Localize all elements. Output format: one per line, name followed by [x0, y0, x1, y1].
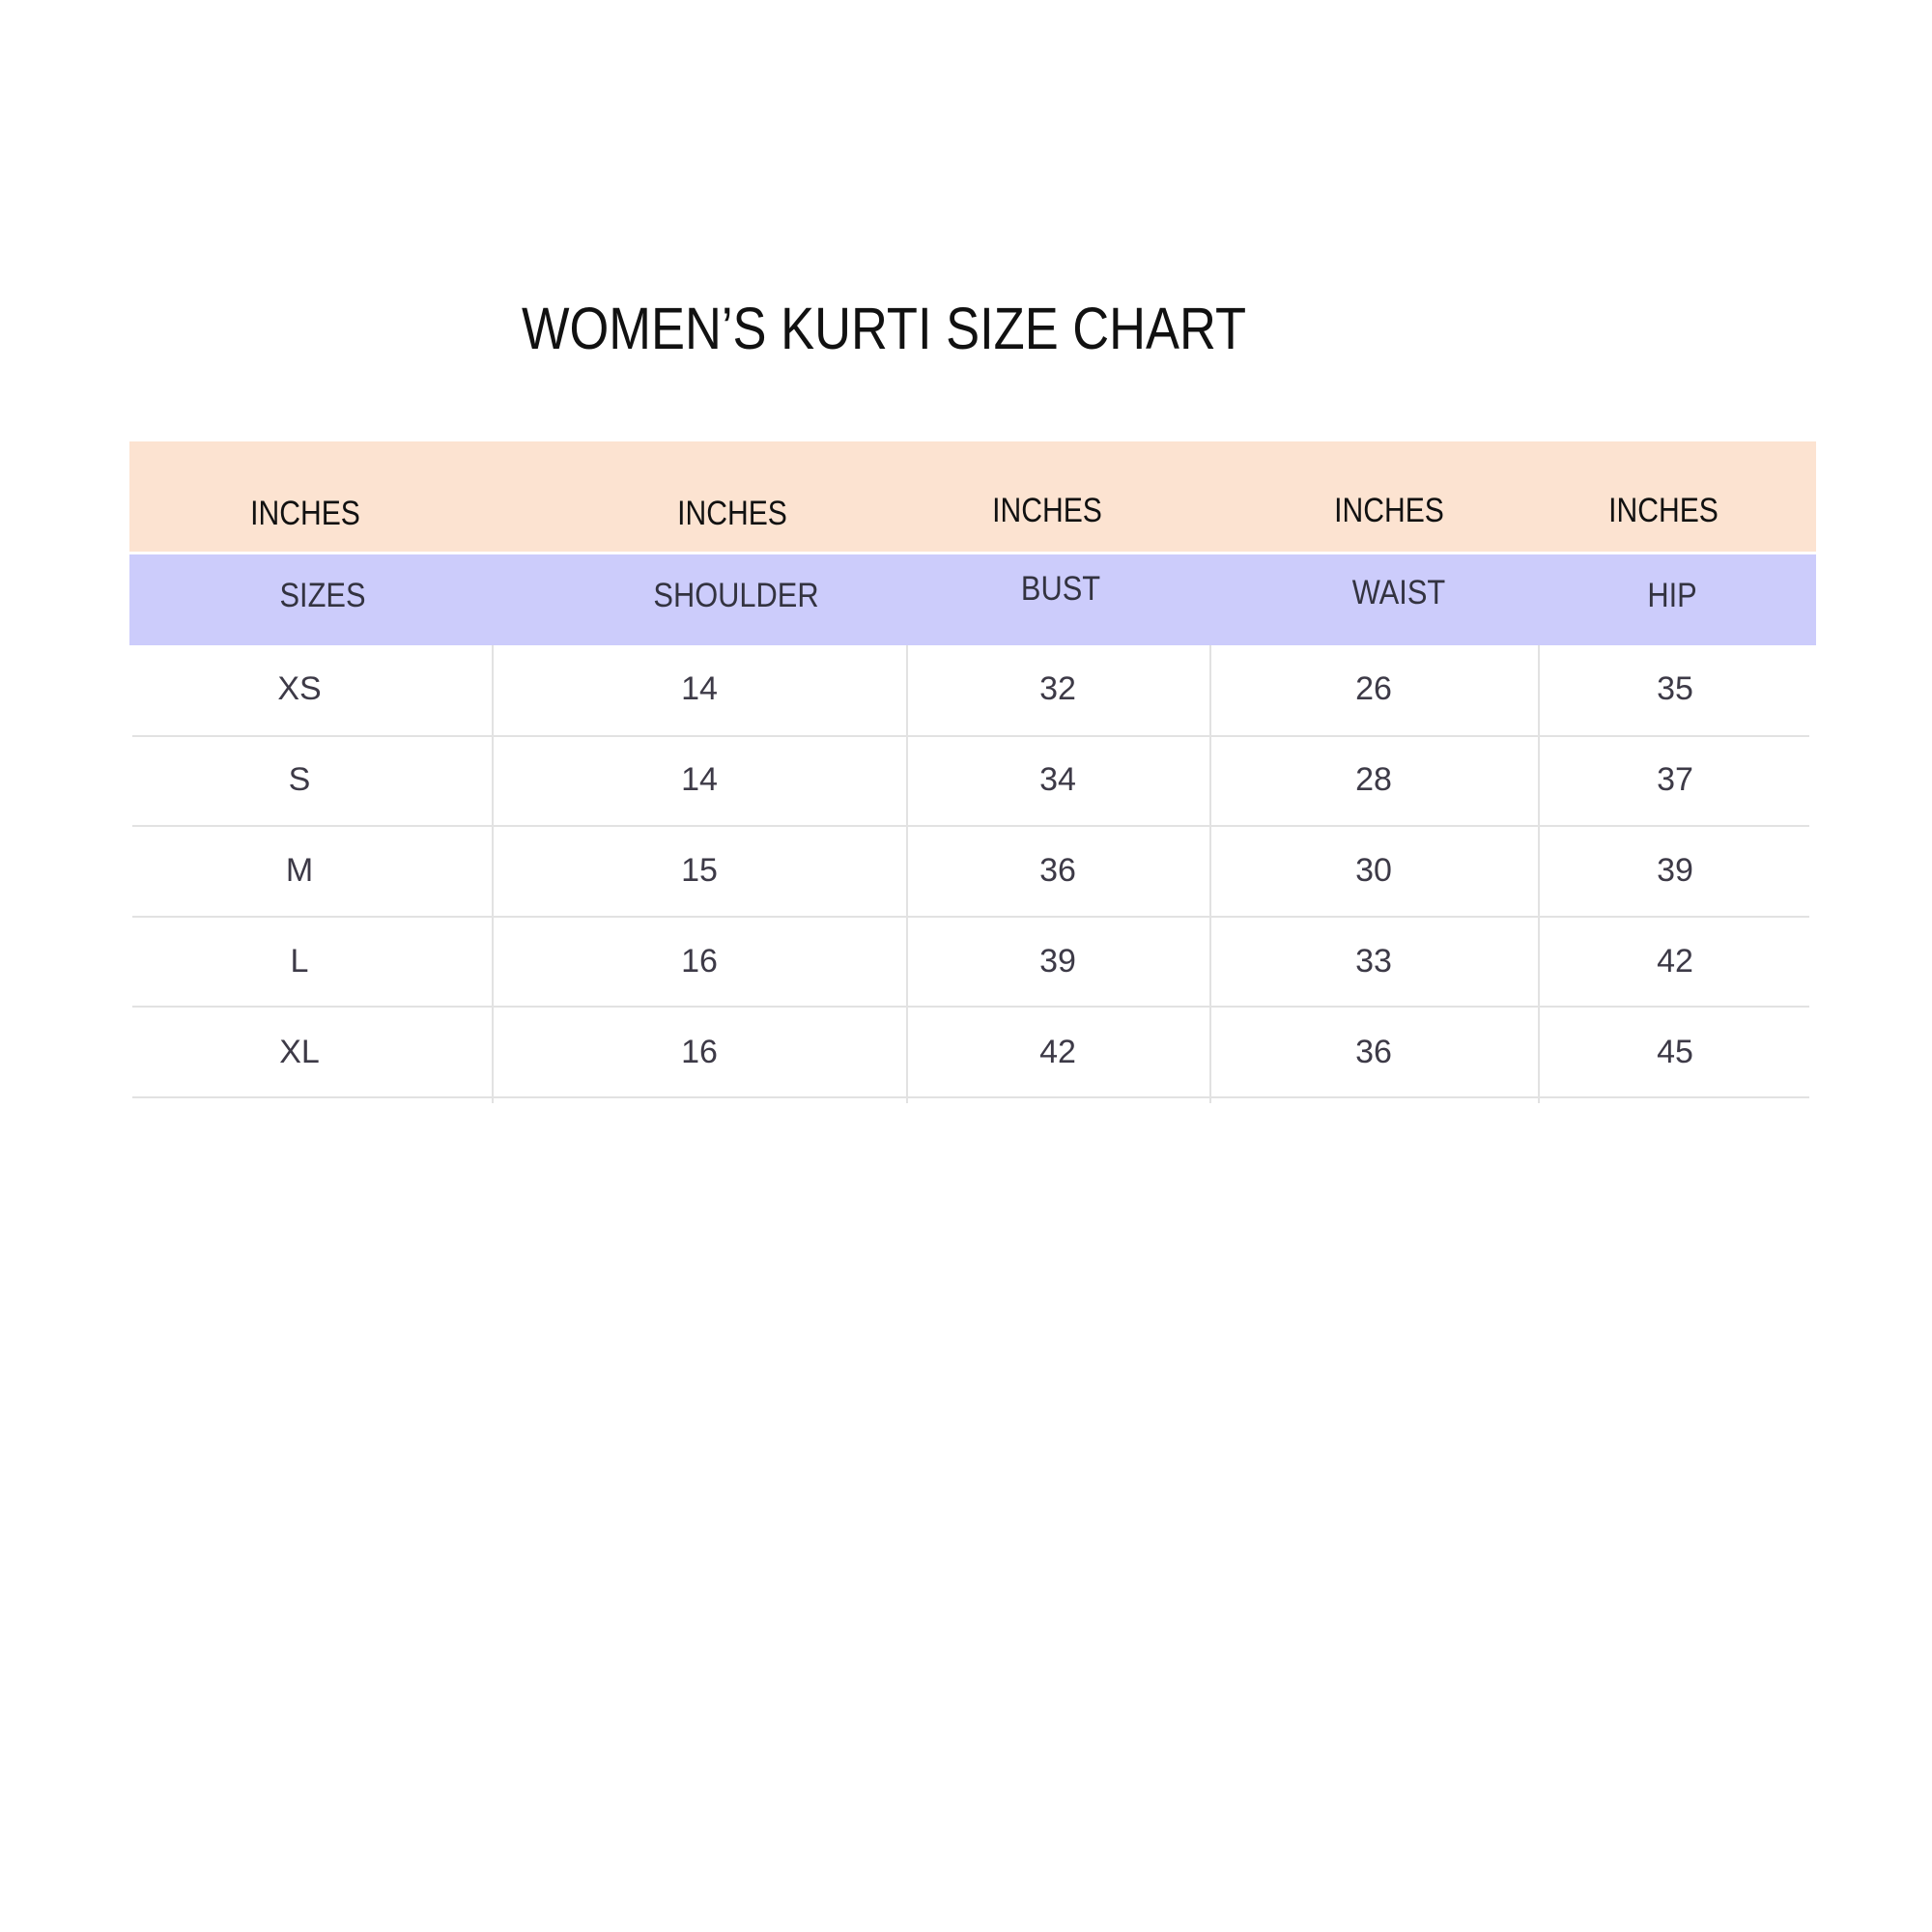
- column-header-row: [129, 554, 1816, 645]
- table-cell-bust: 32: [1039, 670, 1076, 707]
- table-cell-size: XL: [279, 1034, 320, 1070]
- table-cell-size: L: [290, 943, 309, 980]
- row-divider: [132, 735, 1809, 737]
- table-cell-hip: 35: [1657, 670, 1693, 707]
- table-cell-shoulder: 15: [681, 852, 718, 889]
- column-divider: [1209, 645, 1211, 1103]
- row-divider: [132, 916, 1809, 918]
- unit-label-hip: INCHES: [1608, 492, 1719, 529]
- table-cell-bust: 42: [1039, 1034, 1076, 1070]
- row-divider: [132, 1096, 1809, 1098]
- table-cell-hip: 45: [1657, 1034, 1693, 1070]
- unit-label-bust: INCHES: [992, 492, 1102, 529]
- column-header-hip: HIP: [1647, 577, 1697, 614]
- table-cell-bust: 39: [1039, 943, 1076, 980]
- table-cell-shoulder: 14: [681, 670, 718, 707]
- table-cell-waist: 26: [1355, 670, 1392, 707]
- row-divider: [132, 825, 1809, 827]
- table-cell-size: M: [285, 852, 314, 889]
- column-divider: [492, 645, 494, 1103]
- column-divider: [906, 645, 908, 1103]
- unit-label-waist: INCHES: [1334, 492, 1444, 529]
- table-cell-waist: 28: [1355, 761, 1392, 798]
- table-cell-hip: 42: [1657, 943, 1693, 980]
- table-cell-size: XS: [277, 670, 322, 707]
- table-cell-size: S: [288, 761, 311, 798]
- table-cell-waist: 33: [1355, 943, 1392, 980]
- units-header-row: [129, 441, 1816, 552]
- column-header-sizes: SIZES: [279, 577, 366, 614]
- table-cell-shoulder: 14: [681, 761, 718, 798]
- column-divider: [1538, 645, 1540, 1103]
- row-divider: [132, 1006, 1809, 1008]
- table-cell-shoulder: 16: [681, 943, 718, 980]
- table-cell-shoulder: 16: [681, 1034, 718, 1070]
- table-cell-bust: 34: [1039, 761, 1076, 798]
- table-cell-waist: 30: [1355, 852, 1392, 889]
- table-cell-hip: 37: [1657, 761, 1693, 798]
- table-cell-waist: 36: [1355, 1034, 1392, 1070]
- table-cell-hip: 39: [1657, 852, 1693, 889]
- unit-label-shoulder: INCHES: [677, 495, 787, 532]
- column-header-bust: BUST: [1020, 570, 1101, 608]
- page-title: WOMEN’S KURTI SIZE CHART: [521, 296, 1247, 361]
- unit-label-sizes: INCHES: [250, 495, 360, 532]
- column-header-waist: WAIST: [1351, 574, 1446, 611]
- column-header-shoulder: SHOULDER: [653, 577, 819, 614]
- table-cell-bust: 36: [1039, 852, 1076, 889]
